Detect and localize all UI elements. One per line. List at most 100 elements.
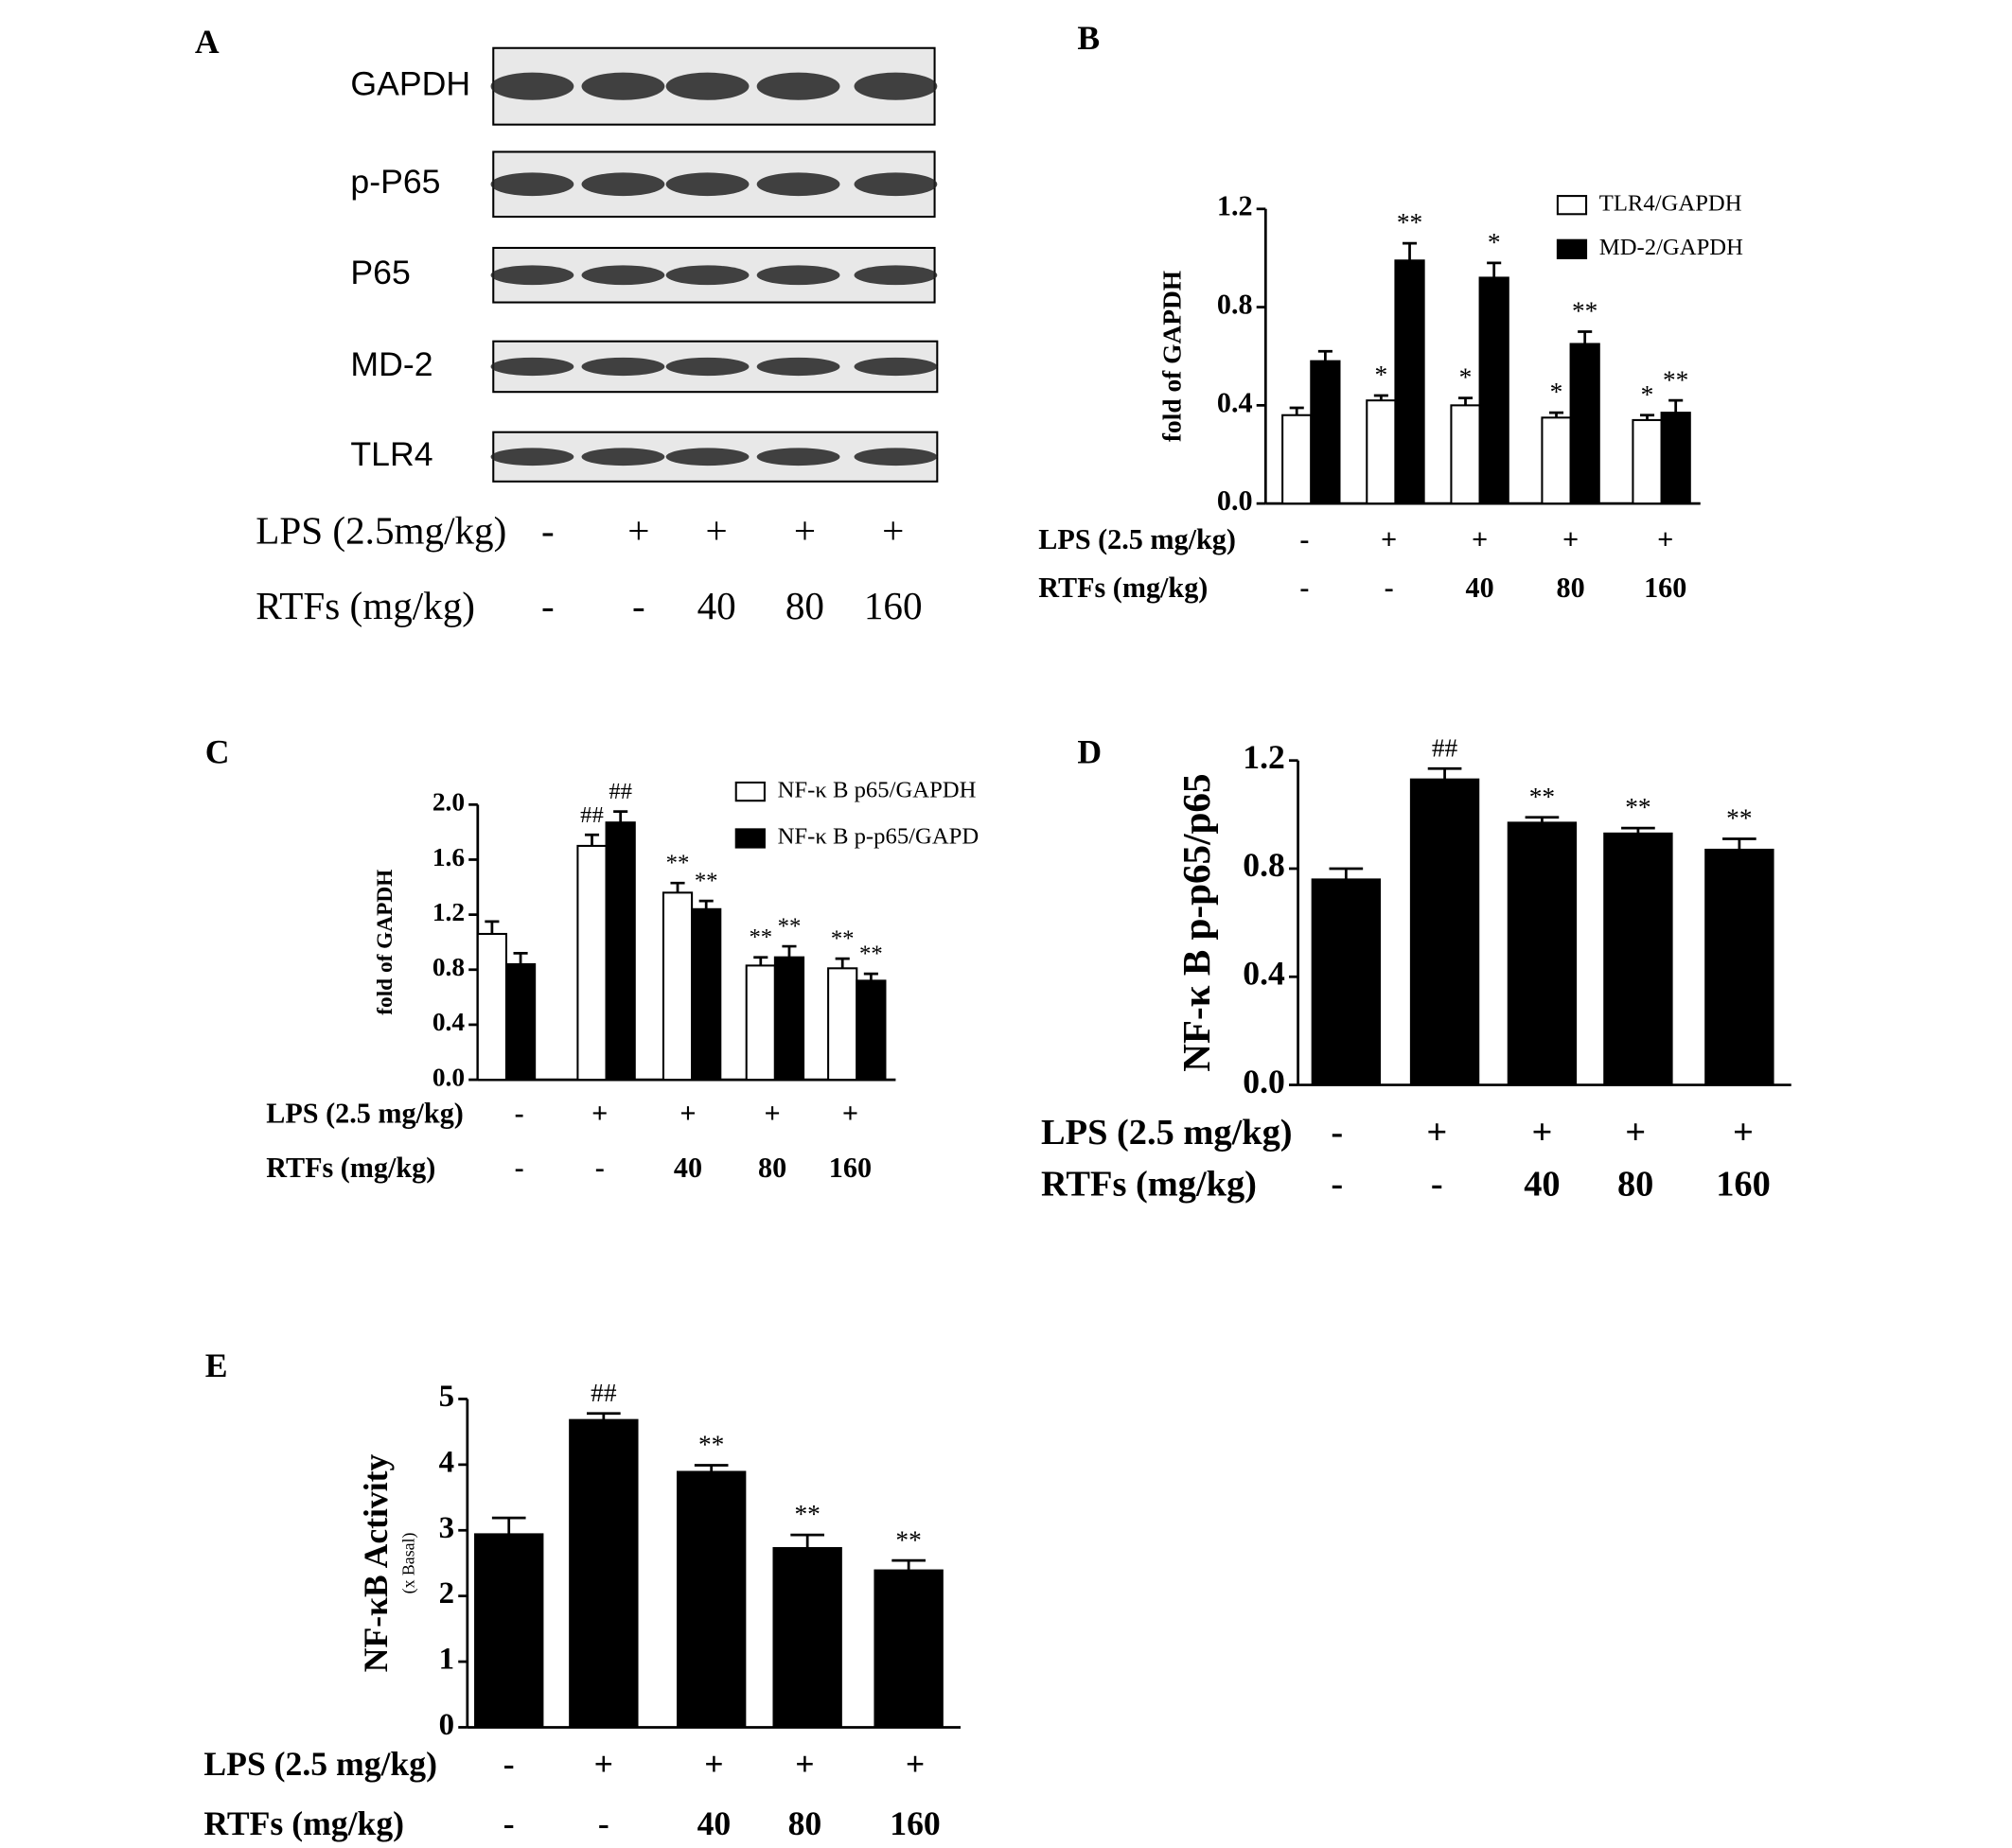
bar [676, 1470, 747, 1729]
band [756, 172, 840, 197]
row-value: - [1299, 572, 1309, 604]
bar [856, 979, 887, 1082]
significance: ** [1529, 783, 1555, 811]
error-bar [835, 957, 850, 969]
significance: ** [749, 924, 772, 950]
row-value: - [632, 584, 645, 627]
error-bar [753, 956, 768, 966]
significance: * [1459, 363, 1473, 392]
row-value: 160 [1716, 1165, 1771, 1205]
row-value: 80 [788, 1804, 822, 1842]
row-value: - [503, 1745, 515, 1783]
row-value: + [1531, 1113, 1552, 1153]
band [854, 357, 938, 377]
row-value: - [595, 1152, 605, 1184]
row-value: - [1331, 1113, 1343, 1153]
band [756, 357, 840, 377]
bar [1603, 832, 1673, 1086]
bar [745, 964, 776, 1082]
row-value: 40 [697, 584, 736, 627]
y-tick-label: 1.2 [432, 898, 465, 926]
row-label: LPS (2.5mg/kg) [256, 508, 506, 553]
row-label: RTFs (mg/kg) [1038, 572, 1208, 604]
error-bar [584, 833, 600, 846]
band-label: MD-2 [350, 345, 432, 383]
row-label: RTFs (mg/kg) [1041, 1165, 1257, 1205]
significance: ** [778, 914, 802, 940]
y-axis-sublabel: (x Basal) [399, 1532, 419, 1593]
band [854, 172, 938, 197]
row-value: 160 [829, 1152, 872, 1184]
row-value: + [1562, 523, 1579, 555]
bar [1310, 360, 1341, 505]
row-value: 160 [864, 584, 923, 627]
legend-label: TLR4/GAPDH [1599, 190, 1742, 216]
band [756, 448, 840, 466]
bar [691, 907, 722, 1082]
band [490, 72, 574, 100]
error-bar [891, 1558, 926, 1571]
row-value: - [515, 1152, 524, 1184]
band [854, 265, 938, 286]
error-bar [863, 972, 878, 981]
row-value: 80 [785, 584, 824, 627]
row-label: RTFs (mg/kg) [256, 584, 475, 628]
row-value: + [794, 508, 816, 552]
legend-swatch [1556, 195, 1588, 216]
panel-label: B [1077, 19, 1100, 57]
row-label: RTFs (mg/kg) [203, 1804, 404, 1842]
row-label: RTFs (mg/kg) [266, 1152, 435, 1184]
band-label: p-P65 [350, 163, 440, 201]
significance: ** [698, 1431, 724, 1459]
y-axis-label: fold of GAPDH [373, 870, 397, 1015]
band-label: TLR4 [350, 435, 432, 473]
y-tick-label: 0.0 [1243, 1063, 1285, 1100]
band-label: P65 [350, 254, 410, 291]
row-value: 40 [1524, 1165, 1560, 1205]
bar [576, 844, 608, 1082]
error-bar [1457, 396, 1474, 406]
band [490, 448, 574, 466]
significance: ** [1663, 365, 1688, 394]
significance: ** [1397, 208, 1422, 237]
row-value: + [627, 508, 649, 552]
row-value: + [906, 1745, 925, 1783]
bar [1409, 778, 1480, 1086]
row-value: - [598, 1804, 609, 1842]
error-bar [1289, 406, 1304, 415]
bar [874, 1569, 944, 1729]
y-tick-label: 1.2 [1243, 738, 1285, 776]
error-bar [513, 951, 528, 964]
bar [474, 1533, 544, 1729]
error-bar [1668, 398, 1684, 414]
error-bar [1317, 349, 1333, 361]
y-axis-label: NF-κ B p-p65/p65 [1174, 773, 1218, 1071]
row-value: 80 [758, 1152, 786, 1184]
error-bar [1639, 414, 1655, 420]
legend-label: MD-2/GAPDH [1599, 235, 1743, 260]
band [490, 265, 574, 286]
significance: ** [666, 851, 690, 876]
row-value: 80 [1617, 1165, 1653, 1205]
y-axis-label: fold of GAPDH [1158, 271, 1187, 442]
row-value: + [704, 1745, 723, 1783]
error-bar [1402, 241, 1418, 261]
band [581, 265, 665, 286]
row-label: LPS (2.5 mg/kg) [203, 1745, 437, 1783]
y-tick-label: 0.8 [432, 953, 465, 981]
row-value: + [1625, 1113, 1646, 1153]
y-tick-label: 0.4 [432, 1008, 466, 1036]
significance: ## [591, 1379, 617, 1407]
row-value: 160 [1644, 572, 1686, 604]
y-axis-label: NF-κB Activity [357, 1453, 395, 1672]
significance: ** [859, 942, 883, 967]
y-tick-label: 1 [439, 1643, 454, 1677]
bar [1704, 848, 1774, 1086]
error-bar [587, 1412, 621, 1420]
y-tick-label: 2 [439, 1576, 454, 1610]
bar [772, 1546, 842, 1729]
row-value: - [1385, 572, 1394, 604]
row-label: LPS (2.5 mg/kg) [1038, 523, 1236, 555]
significance: * [1550, 378, 1563, 406]
significance: ## [609, 779, 632, 804]
